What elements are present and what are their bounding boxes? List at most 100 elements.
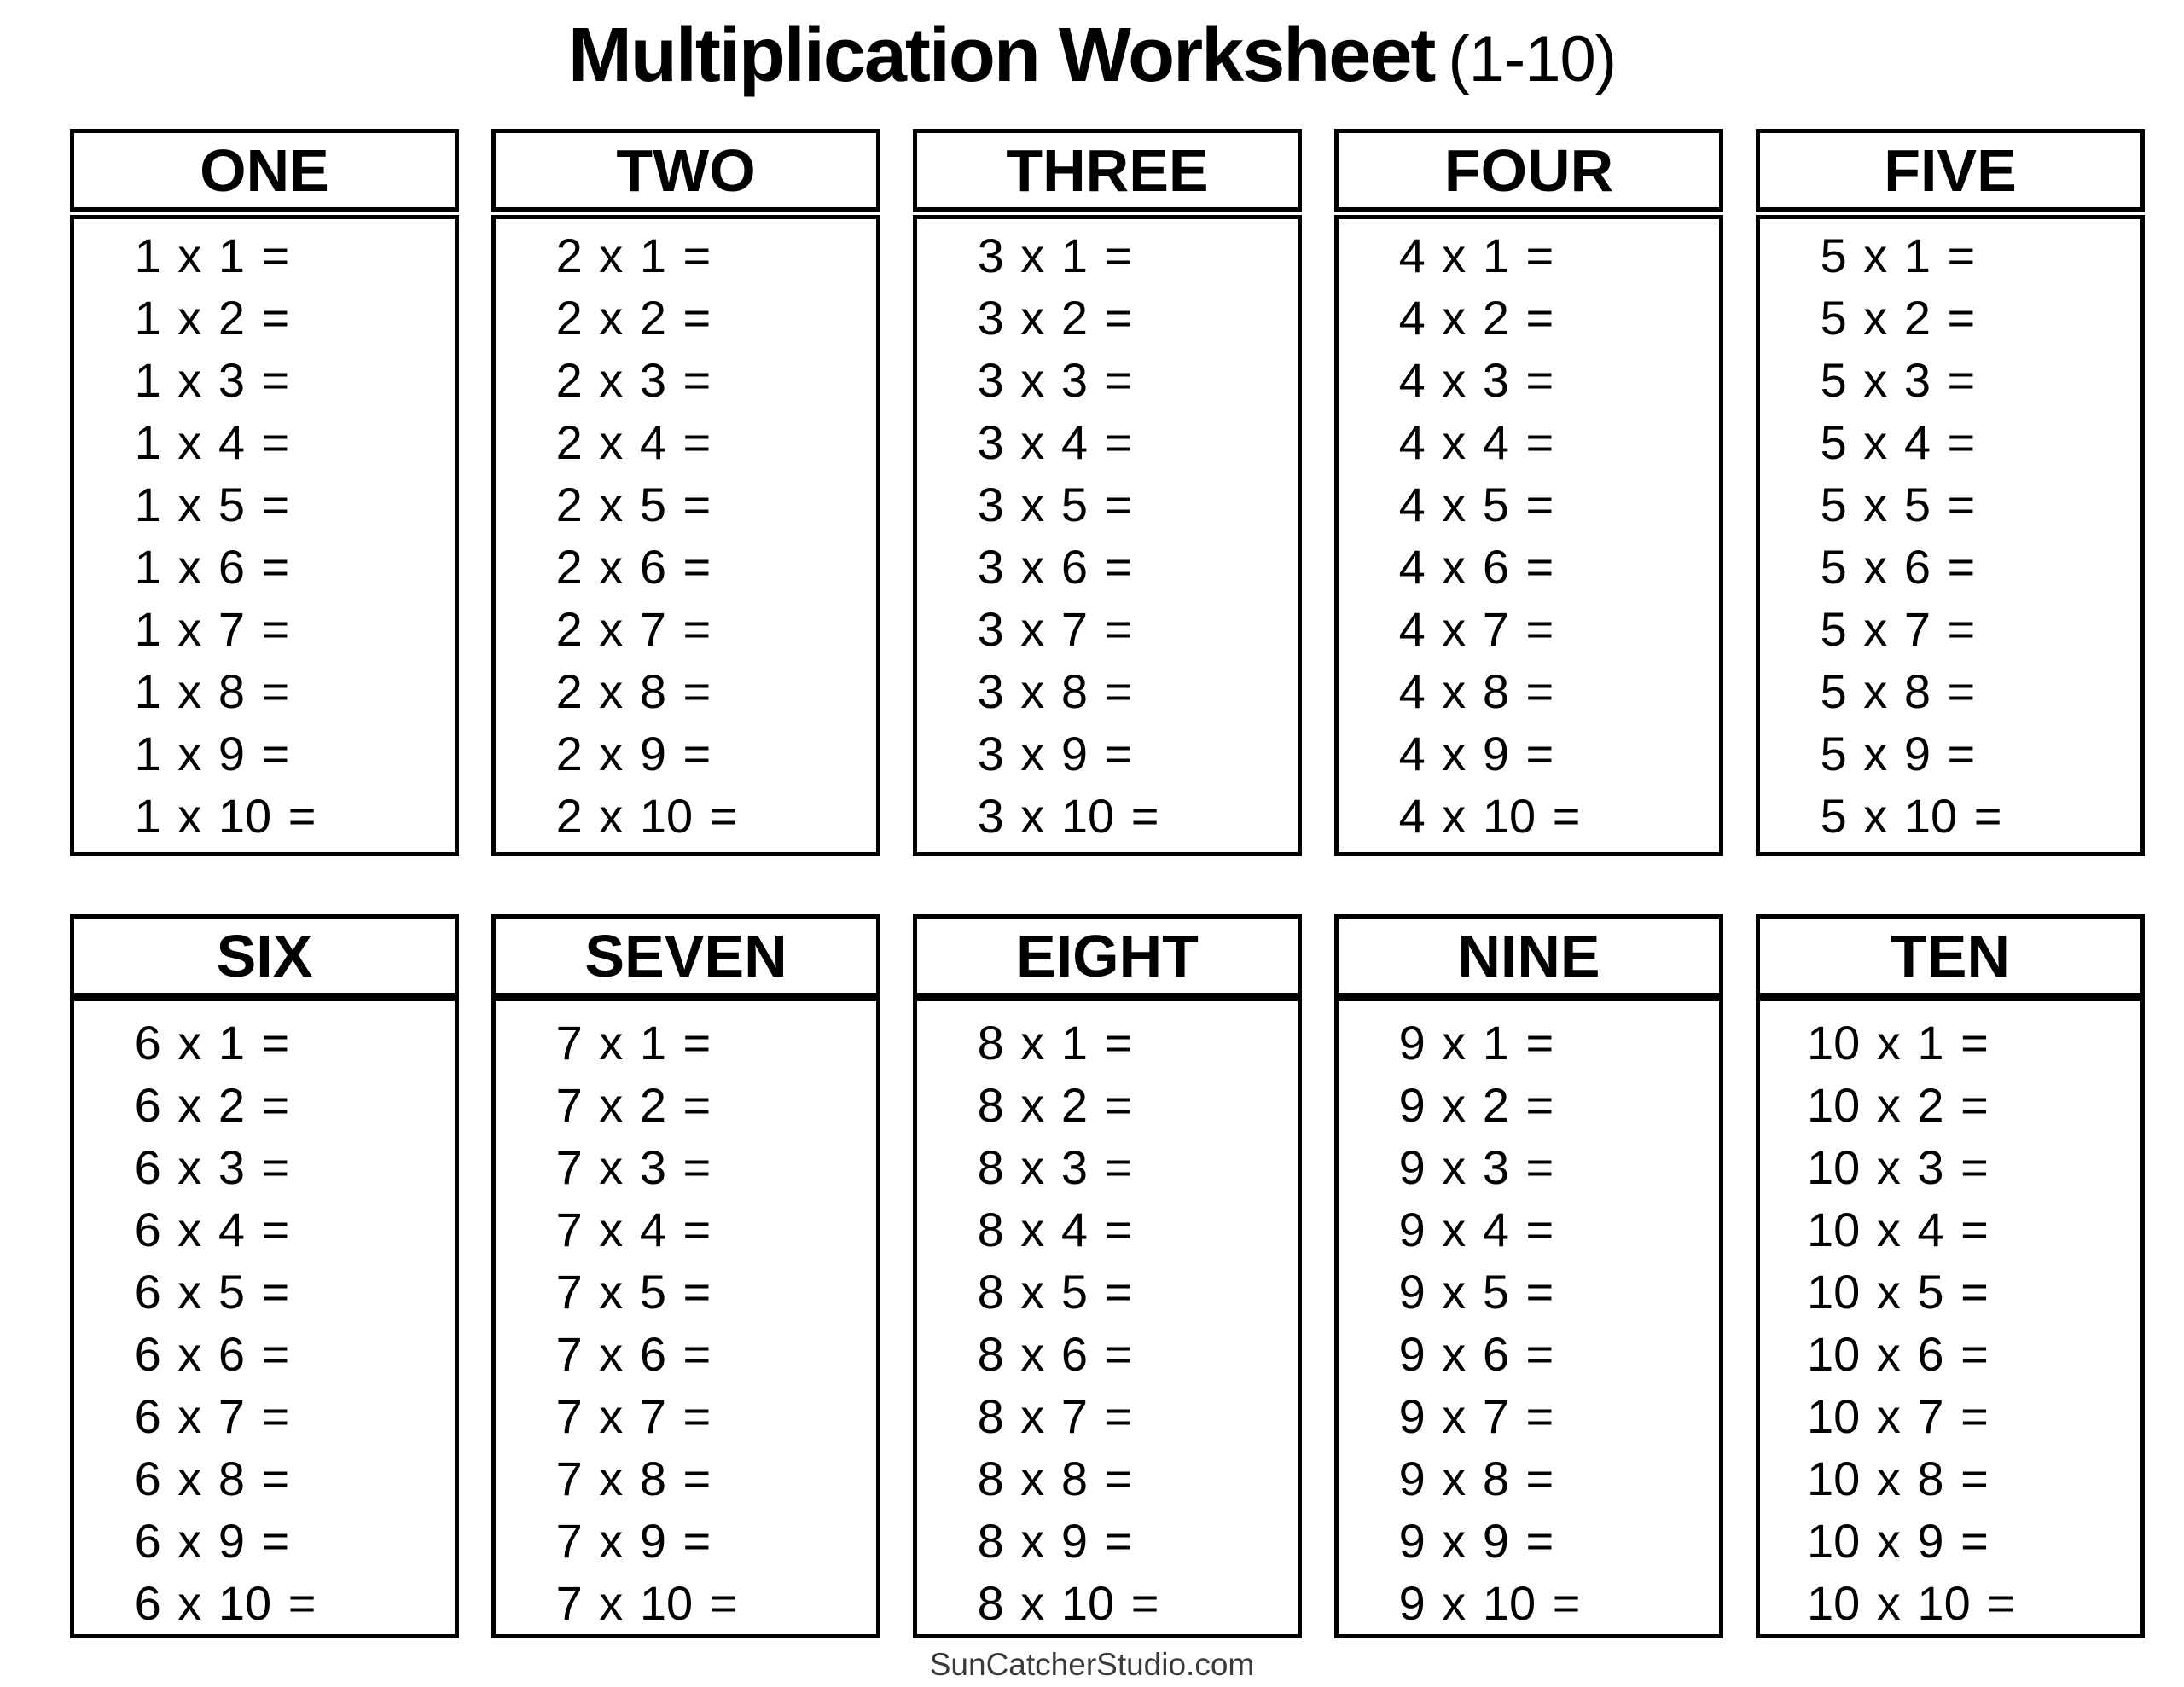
problem-text: 2 x 8 = (555, 664, 712, 718)
tables-row-1: ONE 1 x 1 = 1 x 2 = 1 x 3 = 1 x 4 = 1 x 5 = 1… (0, 129, 2184, 856)
problem-text: 3 x 1 = (977, 229, 1133, 282)
times-table-header-label: THREE (1006, 136, 1209, 204)
times-table-header-label: FOUR (1443, 136, 1614, 204)
problem-text: 1 x 6 = (134, 540, 290, 594)
problem-text: 7 x 3 = (555, 1140, 712, 1194)
problem-list: 3 x 1 = 3 x 2 = 3 x 3 = 3 x 4 = 3 x 5 = 3 x 6… (978, 219, 1238, 847)
problem-text: 5 x 5 = (1820, 478, 1976, 531)
problem-text: 10 x 10 = (1807, 1576, 2015, 1630)
problem-text: 8 x 3 = (977, 1140, 1133, 1194)
problem-text: 4 x 5 = (1398, 478, 1554, 531)
problem-text: 2 x 6 = (555, 540, 712, 594)
problem-text: 3 x 5 = (977, 478, 1133, 531)
problem-text: 4 x 9 = (1398, 727, 1554, 780)
problem-text: 5 x 9 = (1820, 727, 1976, 780)
problem-list: 10 x 1 = 10 x 2 = 10 x 3 = 10 x 4 = 10 x 5 =… (1807, 1001, 2094, 1634)
problem-text: 7 x 8 = (555, 1452, 712, 1505)
problem-text: 1 x 7 = (134, 602, 290, 656)
problem-text: 5 x 2 = (1820, 291, 1976, 345)
problem-text: 10 x 3 = (1807, 1140, 1989, 1194)
problem-text: 10 x 7 = (1807, 1389, 1989, 1443)
problem-text: 5 x 4 = (1820, 415, 1976, 469)
problem-text: 6 x 5 = (134, 1265, 290, 1319)
problem-text: 6 x 6 = (134, 1327, 290, 1381)
problem-text: 9 x 7 = (1398, 1389, 1554, 1443)
problem-text: 6 x 1 = (134, 1016, 290, 1070)
times-table-eight: EIGHT 8 x 1 = 8 x 2 = 8 x 3 = 8 x 4 = 8 x 5 … (913, 914, 1302, 1638)
times-table-body: 1 x 1 = 1 x 2 = 1 x 3 = 1 x 4 = 1 x 5 = 1 x 6… (70, 215, 459, 856)
problem-text: 8 x 5 = (977, 1265, 1133, 1319)
problem-text: 4 x 7 = (1398, 602, 1554, 656)
problem-text: 10 x 2 = (1807, 1078, 1989, 1132)
problem-text: 8 x 4 = (977, 1203, 1133, 1256)
problem-text: 2 x 9 = (555, 727, 712, 780)
problem-text: 1 x 1 = (134, 229, 290, 282)
times-table-ten: TEN 10 x 1 = 10 x 2 = 10 x 3 = 10 x 4 = 10 x… (1756, 914, 2145, 1638)
problem-text: 2 x 4 = (555, 415, 712, 469)
problem-text: 5 x 6 = (1820, 540, 1976, 594)
page-title-main: Multiplication Worksheet (567, 13, 1436, 98)
problem-text: 1 x 2 = (134, 291, 290, 345)
problem-text: 3 x 9 = (977, 727, 1133, 780)
problem-text: 10 x 9 = (1807, 1514, 1989, 1568)
problem-text: 6 x 8 = (134, 1452, 290, 1505)
problem-text: 1 x 10 = (134, 789, 317, 843)
problem-list: 6 x 1 = 6 x 2 = 6 x 3 = 6 x 4 = 6 x 5 = 6 x 6… (135, 1001, 395, 1634)
problem-text: 2 x 7 = (555, 602, 712, 656)
problem-text: 7 x 5 = (555, 1265, 712, 1319)
times-table-header-label: EIGHT (1016, 922, 1199, 989)
problem-text: 7 x 9 = (555, 1514, 712, 1568)
problem-text: 9 x 9 = (1398, 1514, 1554, 1568)
problem-text: 8 x 10 = (977, 1576, 1159, 1630)
page-title-range: (1-10) (1448, 23, 1617, 96)
problem-text: 9 x 10 = (1398, 1576, 1581, 1630)
problem-text: 10 x 8 = (1807, 1452, 1989, 1505)
problem-text: 6 x 4 = (134, 1203, 290, 1256)
times-table-header: NINE (1334, 914, 1723, 997)
problem-text: 4 x 6 = (1398, 540, 1554, 594)
problem-text: 7 x 2 = (555, 1078, 712, 1132)
problem-text: 2 x 3 = (555, 353, 712, 407)
problem-text: 3 x 3 = (977, 353, 1133, 407)
problem-text: 10 x 4 = (1807, 1203, 1989, 1256)
problem-text: 5 x 10 = (1820, 789, 2002, 843)
times-table-four: FOUR 4 x 1 = 4 x 2 = 4 x 3 = 4 x 4 = 4 x 5 =… (1334, 129, 1723, 856)
problem-text: 3 x 7 = (977, 602, 1133, 656)
times-table-header-label: TWO (616, 136, 756, 204)
problem-text: 2 x 5 = (555, 478, 712, 531)
problem-text: 1 x 8 = (134, 664, 290, 718)
times-table-seven: SEVEN 7 x 1 = 7 x 2 = 7 x 3 = 7 x 4 = 7 x 5 … (491, 914, 880, 1638)
times-table-header-label: NINE (1457, 922, 1600, 989)
times-table-two: TWO 2 x 1 = 2 x 2 = 2 x 3 = 2 x 4 = 2 x 5 = 2… (491, 129, 880, 856)
problem-list: 8 x 1 = 8 x 2 = 8 x 3 = 8 x 4 = 8 x 5 = 8 x 6… (978, 1001, 1238, 1634)
problem-text: 9 x 5 = (1398, 1265, 1554, 1319)
problem-list: 5 x 1 = 5 x 2 = 5 x 3 = 5 x 4 = 5 x 5 = 5 x 6… (1821, 219, 2081, 847)
problem-text: 1 x 5 = (134, 478, 290, 531)
problem-text: 1 x 3 = (134, 353, 290, 407)
problem-text: 9 x 3 = (1398, 1140, 1554, 1194)
times-table-header: THREE (913, 129, 1302, 212)
problem-text: 1 x 9 = (134, 727, 290, 780)
times-table-header: FIVE (1756, 129, 2145, 212)
problem-text: 8 x 6 = (977, 1327, 1133, 1381)
problem-text: 10 x 5 = (1807, 1265, 1989, 1319)
problem-text: 8 x 1 = (977, 1016, 1133, 1070)
times-table-header: SIX (70, 914, 459, 997)
problem-text: 10 x 6 = (1807, 1327, 1989, 1381)
problem-text: 4 x 4 = (1398, 415, 1554, 469)
problem-text: 8 x 8 = (977, 1452, 1133, 1505)
times-table-body: 8 x 1 = 8 x 2 = 8 x 3 = 8 x 4 = 8 x 5 = 8 x 6… (913, 997, 1302, 1638)
times-table-body: 6 x 1 = 6 x 2 = 6 x 3 = 6 x 4 = 6 x 5 = 6 x 6… (70, 997, 459, 1638)
problem-text: 6 x 10 = (134, 1576, 317, 1630)
times-table-header: FOUR (1334, 129, 1723, 212)
problem-text: 3 x 2 = (977, 291, 1133, 345)
problem-text: 9 x 2 = (1398, 1078, 1554, 1132)
times-table-body: 2 x 1 = 2 x 2 = 2 x 3 = 2 x 4 = 2 x 5 = 2 x 6… (491, 215, 880, 856)
times-table-header-label: SEVEN (584, 922, 787, 989)
page-title: Multiplication Worksheet (1-10) (0, 0, 2184, 94)
problem-text: 9 x 6 = (1398, 1327, 1554, 1381)
problem-text: 4 x 2 = (1398, 291, 1554, 345)
times-table-one: ONE 1 x 1 = 1 x 2 = 1 x 3 = 1 x 4 = 1 x 5 = 1… (70, 129, 459, 856)
problem-list: 9 x 1 = 9 x 2 = 9 x 3 = 9 x 4 = 9 x 5 = 9 x 6… (1399, 1001, 1659, 1634)
